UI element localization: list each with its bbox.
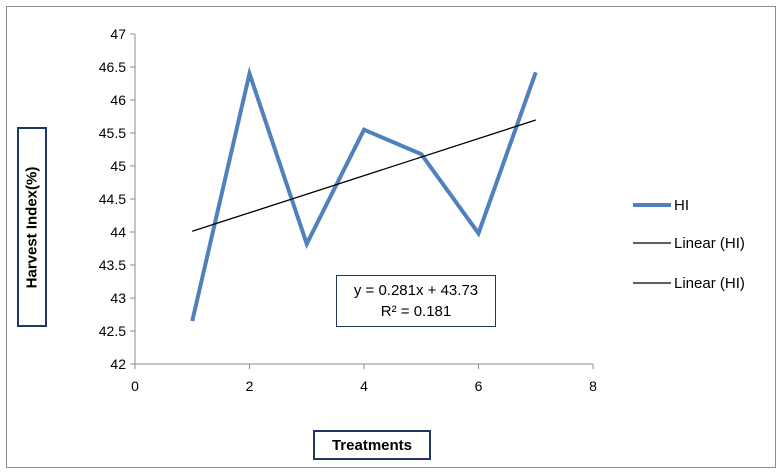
trendline-equation: y = 0.281x + 43.73 (353, 282, 479, 299)
y-tick-label: 43 (110, 290, 126, 306)
x-tick-label: 0 (131, 378, 139, 394)
y-tick-label: 45.5 (99, 125, 126, 141)
chart-frame: 42 42.5 43 43.5 44 44.5 45 45.5 46 46.5 47 0 2 4 6 8 HI L… (6, 6, 776, 468)
x-tick-label: 4 (360, 378, 368, 394)
x-tick-label: 2 (246, 378, 254, 394)
y-tick-label: 44.5 (99, 191, 126, 207)
x-tick-label: 8 (589, 378, 597, 394)
trendline-r-squared: R² = 0.181 (380, 303, 452, 320)
legend-label-linear-hi: Linear (HI) (674, 275, 745, 292)
legend-label-hi: HI (674, 197, 689, 214)
y-tick-label: 44 (110, 224, 126, 240)
trendline-equation-box: y = 0.281x + 43.73 R² = 0.181 (336, 275, 496, 327)
legend-label-linear-hi: Linear (HI) (674, 235, 745, 252)
y-axis-title-text: Harvest Index(%) (23, 166, 41, 288)
x-axis-title: Treatments (313, 430, 431, 460)
y-tick-label: 46 (110, 92, 126, 108)
trendline-linear-hi (192, 119, 536, 232)
y-axis-title: Harvest Index(%) (17, 127, 47, 327)
y-tick-label: 42 (110, 356, 126, 372)
y-tick-label: 46.5 (99, 59, 126, 75)
x-axis-title-text: Treatments (331, 436, 413, 454)
y-tick-label: 47 (110, 26, 126, 42)
y-tick-label: 43.5 (99, 257, 126, 273)
x-tick-label: 6 (475, 378, 483, 394)
y-tick-label: 45 (110, 158, 126, 174)
y-tick-label: 42.5 (99, 323, 126, 339)
